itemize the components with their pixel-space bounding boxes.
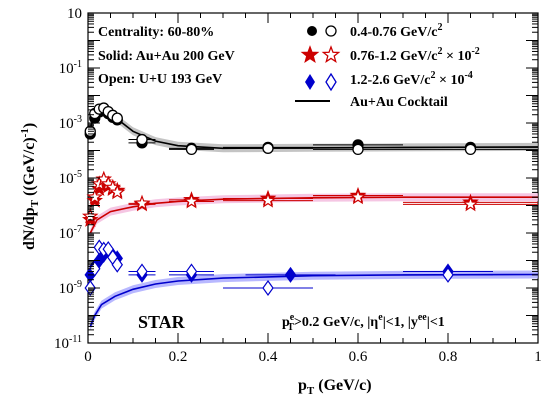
cocktail-line-2 (89, 273, 539, 327)
point-circle-open-8 (185, 143, 198, 156)
legend-label-mid-mass: 0.76-1.2 GeV/c2 × 10-2 (350, 46, 480, 64)
point-circle-open-7 (136, 133, 148, 146)
legend-star-open (321, 45, 341, 63)
y-tick-label-3: 10-5 (59, 169, 82, 187)
x-tick-label-2: 0.4 (259, 349, 278, 365)
y-tick-label-1: 10-9 (59, 279, 82, 297)
legend-label-low-mass: 0.4-0.76 GeV/c2 (350, 22, 442, 40)
point-star-open-6 (108, 183, 126, 200)
x-axis-title: pT (GeV/c) (298, 377, 372, 397)
x-axis-ticks: 0 0.2 0.4 0.6 0.8 1 (84, 13, 542, 365)
star-label: STAR (138, 312, 186, 332)
point-circle-open-10 (352, 143, 364, 156)
y-tick-label-0: 10-11 (54, 334, 82, 352)
solid-label: Solid: Au+Au 200 GeV (98, 49, 235, 64)
centrality-label: Centrality: 60-80% (98, 25, 214, 40)
cocktail-band-1 (90, 193, 539, 237)
point-star-open-11 (462, 195, 479, 212)
systematic-bands (90, 105, 539, 331)
y-tick-label-6: 10 (67, 6, 82, 22)
point-circle-open-6 (111, 112, 123, 124)
x-tick-label-4: 0.8 (439, 349, 458, 365)
y-tick-label-4: 10-3 (59, 114, 82, 132)
y-tick-label-5: 10-1 (59, 59, 82, 77)
legend-label-high-mass: 1.2-2.6 GeV/c2 × 10-4 (350, 70, 473, 88)
point-diamond-solid-9 (284, 266, 297, 283)
legend-star-solid (300, 45, 320, 63)
cocktail-band-2 (90, 270, 539, 331)
x-tick-label-0: 0 (84, 349, 92, 365)
legend-diamond-open (325, 72, 337, 92)
point-star-open-10 (349, 188, 367, 205)
point-star-open-7 (133, 194, 151, 211)
point-star-open-8 (183, 192, 200, 209)
legend-circle-open (325, 25, 337, 37)
legend-diamond-solid (305, 74, 315, 90)
y-axis-title: dN/dpT ((GeV/c)-1) (19, 123, 41, 250)
x-tick-label-5: 1 (534, 349, 542, 365)
point-circle-open-11 (464, 143, 477, 156)
y-tick-label-2: 10-7 (59, 224, 82, 242)
x-tick-label-3: 0.6 (349, 349, 368, 365)
legend-label-cocktail: Au+Au Cocktail (350, 95, 448, 110)
point-diamond-open-6 (111, 256, 123, 273)
point-star-open-9 (259, 191, 277, 208)
point-diamond-open-10 (442, 266, 454, 283)
data-markers (81, 102, 538, 297)
point-star-open-1 (86, 188, 104, 205)
point-diamond-open-8 (185, 263, 198, 280)
point-diamond-open-9 (262, 279, 274, 297)
y-axis-ticks: 10-11 10-9 10-7 10-5 10-3 10-1 10 (54, 6, 538, 352)
point-diamond-open-7 (136, 263, 148, 280)
point-circle-open-9 (262, 142, 274, 154)
x-tick-label-1: 0.2 (169, 349, 188, 365)
legend-circle-solid (307, 26, 317, 36)
cuts-label: pe T>0.2 GeV/c, |ηe|<1, |yee|<1 (282, 312, 445, 333)
legend: 0.4-0.76 GeV/c2 0.76-1.2 GeV/c2 × 10-2 1… (295, 22, 480, 110)
open-label: Open: U+U 193 GeV (98, 72, 222, 87)
